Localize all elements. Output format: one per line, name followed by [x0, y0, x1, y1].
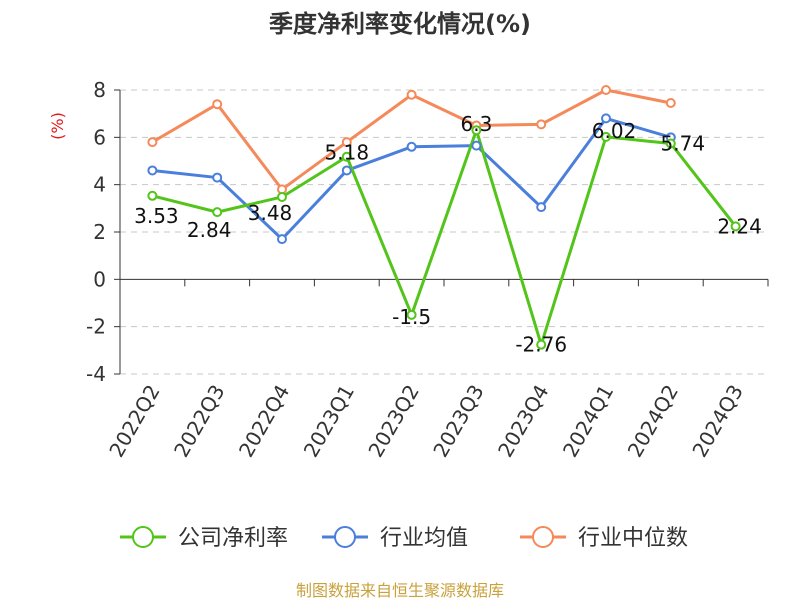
legend-marker-1 — [334, 526, 356, 548]
data-point — [212, 207, 223, 218]
data-point — [601, 113, 611, 124]
data-point — [341, 151, 352, 162]
legend: 公司净利率 行业均值 行业中位数 — [120, 526, 688, 551]
y-tick-label-2: 2 — [93, 220, 106, 244]
legend-marker-0 — [132, 526, 154, 548]
axes — [114, 89, 769, 375]
source-note: 制图数据来自恒生聚源数据库 — [296, 581, 504, 600]
y-tick-label-0: 0 — [93, 267, 106, 291]
data-labels: 3.53 2.84 3.48 5.18 -1.5 6.3 -2.76 6.02 5.74 2.24 — [134, 112, 762, 356]
x-tick-label-2024Q1: 2024Q1 — [558, 381, 618, 462]
data-point — [601, 131, 611, 142]
data-label: 2.84 — [187, 218, 232, 242]
data-point — [471, 125, 482, 136]
data-point — [341, 165, 352, 176]
x-tick-labels: 2022Q2 2022Q3 2022Q4 2023Q1 2023Q2 2023Q3 2023… — [104, 381, 748, 462]
chart-title: 季度净利率变化情况(%) — [269, 10, 531, 38]
y-tick-label--2: -2 — [86, 315, 106, 339]
x-tick-label-2022Q4: 2022Q4 — [234, 381, 294, 462]
data-label: 6.3 — [460, 112, 492, 136]
x-tick-label-2024Q3: 2024Q3 — [687, 381, 747, 462]
series-lines — [151, 88, 737, 347]
data-label: -1.5 — [392, 305, 431, 329]
y-tick-label-6: 6 — [93, 125, 106, 149]
data-point — [601, 85, 611, 95]
y-tick-label--4: -4 — [86, 362, 106, 386]
data-point — [147, 190, 158, 201]
gridlines — [120, 89, 768, 375]
data-point — [212, 172, 223, 183]
y-tick-labels: -4 -2 0 2 4 6 8 — [86, 78, 106, 386]
data-point — [536, 202, 547, 213]
data-point — [212, 99, 223, 110]
data-label: 5.74 — [661, 131, 706, 155]
series-line-0 — [152, 128, 737, 347]
x-tick-label-2023Q2: 2023Q2 — [363, 381, 423, 462]
x-tick-label-2023Q1: 2023Q1 — [299, 381, 359, 462]
data-label: 6.02 — [592, 119, 637, 143]
data-point — [147, 165, 158, 176]
data-point — [471, 140, 482, 151]
data-point — [341, 137, 352, 148]
x-tick-label-2024Q2: 2024Q2 — [623, 381, 683, 462]
data-point — [277, 191, 287, 202]
legend-marker-2 — [532, 526, 554, 548]
data-label: 3.53 — [134, 204, 179, 228]
data-label: 2.24 — [717, 214, 762, 238]
data-point — [406, 309, 417, 320]
data-label: 3.48 — [248, 201, 293, 225]
data-point — [147, 137, 158, 148]
series-points — [147, 85, 741, 350]
x-tick-label-2022Q2: 2022Q2 — [104, 381, 164, 462]
data-point — [536, 119, 547, 130]
x-tick-label-2023Q4: 2023Q4 — [493, 381, 553, 462]
y-tick-label-8: 8 — [93, 78, 106, 102]
data-point — [406, 141, 417, 152]
data-point — [536, 339, 547, 350]
data-label: -2.76 — [515, 333, 567, 357]
legend-label-2: 行业中位数 — [578, 526, 688, 551]
legend-label-1: 行业均值 — [380, 526, 468, 551]
y-axis-unit: (%) — [48, 112, 67, 140]
y-tick-label-4: 4 — [93, 173, 106, 197]
data-point — [730, 221, 741, 232]
data-point — [665, 138, 676, 149]
data-label: 5.18 — [325, 141, 370, 165]
data-point — [665, 98, 676, 109]
x-tick-label-2022Q3: 2022Q3 — [169, 381, 229, 462]
x-tick-label-2023Q3: 2023Q3 — [428, 381, 488, 462]
data-point — [406, 89, 417, 100]
data-point — [277, 234, 287, 245]
legend-label-0: 公司净利率 — [178, 526, 288, 551]
